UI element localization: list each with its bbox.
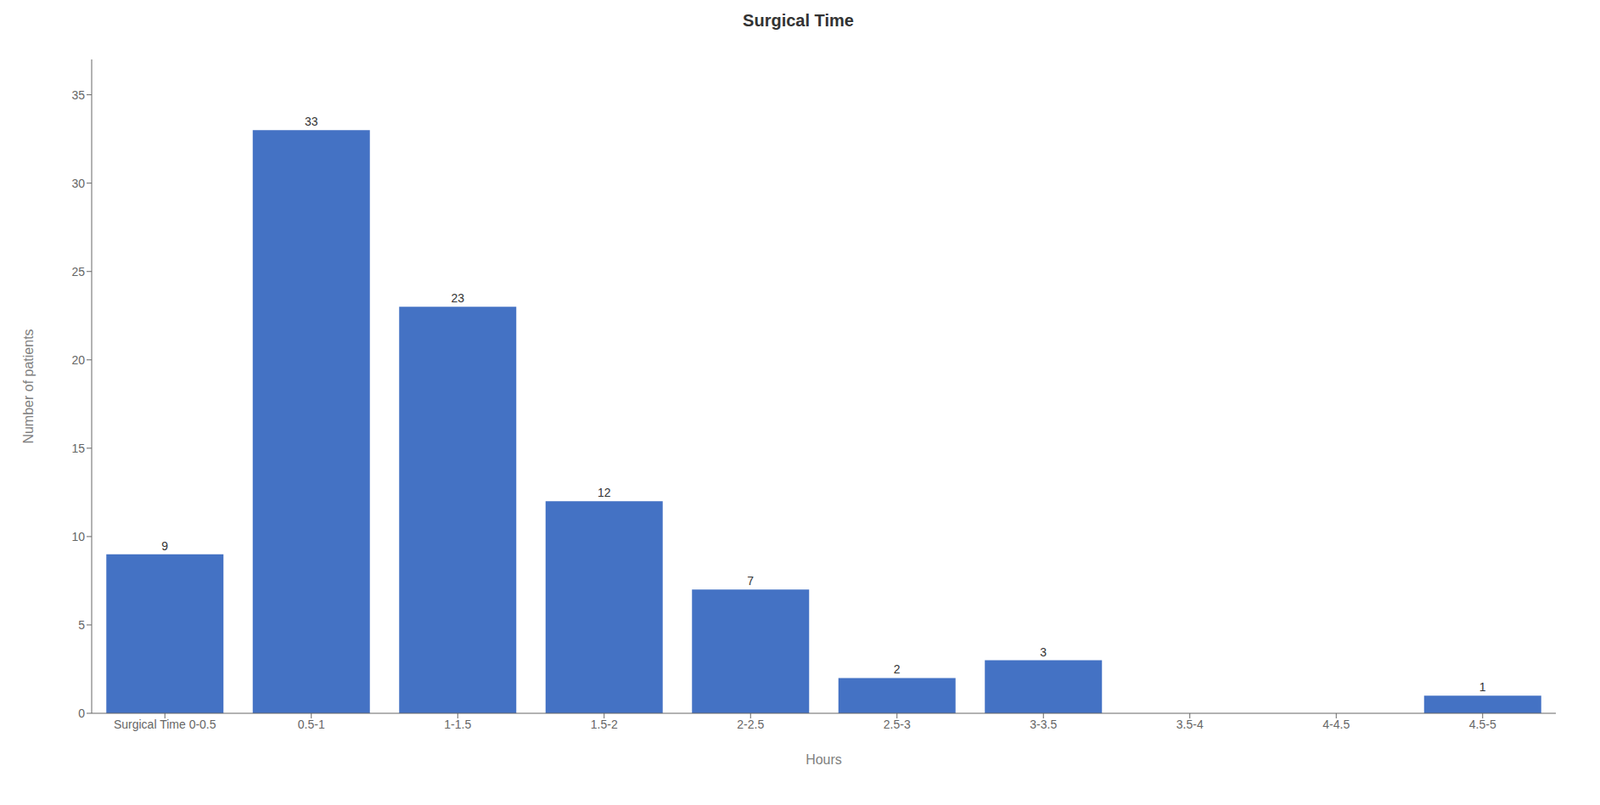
svg-text:Hours: Hours (805, 752, 843, 767)
svg-text:Number of patients: Number of patients (21, 328, 36, 444)
svg-text:Surgical Time 0-0.5: Surgical Time 0-0.5 (113, 717, 217, 731)
svg-text:0.5-1: 0.5-1 (297, 717, 326, 731)
svg-text:7: 7 (746, 573, 754, 588)
svg-text:5: 5 (78, 617, 85, 632)
svg-text:15: 15 (71, 441, 85, 455)
svg-text:1-1.5: 1-1.5 (443, 717, 472, 731)
svg-text:23: 23 (450, 291, 465, 305)
svg-text:2-2.5: 2-2.5 (736, 717, 764, 731)
svg-text:35: 35 (71, 88, 85, 102)
svg-text:4-4.5: 4-4.5 (1322, 717, 1350, 731)
svg-text:2.5-3: 2.5-3 (883, 717, 911, 731)
svg-text:3: 3 (1039, 645, 1047, 659)
svg-text:9: 9 (161, 538, 169, 553)
svg-text:3.5-4: 3.5-4 (1176, 717, 1204, 731)
svg-text:4.5-5: 4.5-5 (1469, 717, 1497, 731)
svg-text:0: 0 (78, 706, 85, 720)
svg-text:1: 1 (1479, 679, 1487, 694)
html-text:Surgical Time: Surgical Time (742, 11, 854, 30)
svg-text:1.5-2: 1.5-2 (590, 717, 618, 731)
svg-text:2: 2 (893, 662, 901, 676)
svg-text:12: 12 (597, 485, 612, 500)
svg-text:33: 33 (304, 114, 319, 129)
svg-text:30: 30 (71, 176, 85, 191)
svg-text:10: 10 (71, 529, 85, 544)
svg-text:25: 25 (71, 264, 85, 279)
svg-text:20: 20 (71, 353, 85, 367)
svg-text:3-3.5: 3-3.5 (1029, 717, 1057, 731)
